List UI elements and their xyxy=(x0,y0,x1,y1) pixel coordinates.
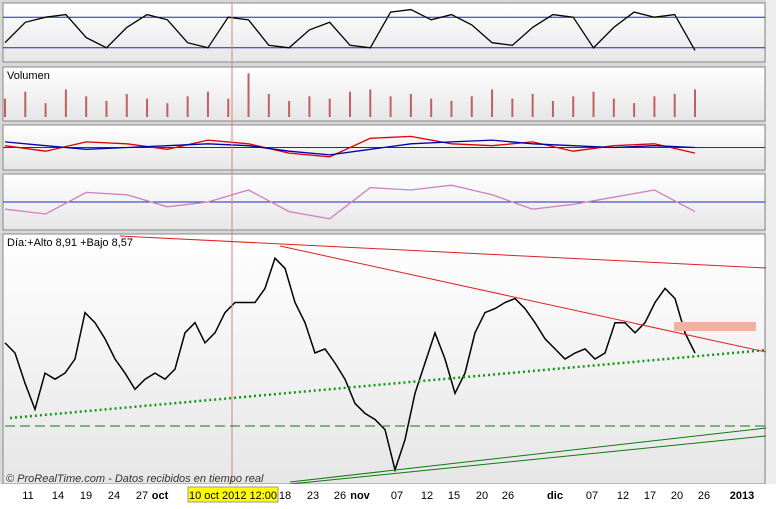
volume-bar xyxy=(592,91,595,117)
volume-bar xyxy=(44,103,47,117)
volume-bar xyxy=(450,100,453,117)
x-tick-label: dic xyxy=(547,490,563,502)
volume-bar xyxy=(673,94,676,117)
panel xyxy=(2,2,766,63)
volume-bar xyxy=(531,94,534,117)
x-tick-label: 15 xyxy=(448,490,460,502)
x-tick-label: 2013 xyxy=(730,490,754,502)
x-tick-label: 10 oct 2012 12:00 xyxy=(189,490,277,502)
volume-bar xyxy=(349,91,351,117)
x-tick-label: oct xyxy=(152,490,169,502)
volume-bar xyxy=(227,98,230,117)
x-tick-label: 23 xyxy=(307,490,319,502)
channel-line xyxy=(289,435,767,485)
x-tick-label: 20 xyxy=(476,490,488,502)
volume-bar xyxy=(288,100,291,117)
x-tick-label: 18 xyxy=(279,490,291,502)
x-tick-label: 12 xyxy=(421,490,433,502)
volume-bar xyxy=(572,96,575,117)
volume-bar xyxy=(4,98,6,117)
volume-bar xyxy=(328,98,331,117)
cursor-label-bg xyxy=(187,486,279,503)
x-tick-label: 17 xyxy=(644,490,656,502)
volume-bar xyxy=(470,96,473,117)
volume-bar xyxy=(166,103,169,117)
trend-line xyxy=(119,235,767,269)
x-tick-label: 11 xyxy=(22,490,33,502)
x-tick-label: 07 xyxy=(586,490,598,502)
x-tick-label: 26 xyxy=(502,490,514,502)
volume-bar xyxy=(389,96,392,117)
volume-bar xyxy=(267,94,270,117)
volume-bar xyxy=(247,73,250,117)
x-tick-label: nov xyxy=(350,490,370,502)
zone xyxy=(674,322,756,331)
volume-bar xyxy=(64,89,67,117)
volume-bar xyxy=(206,91,209,117)
x-tick-label: 27 xyxy=(136,490,148,502)
x-tick-label: 24 xyxy=(108,490,120,502)
x-tick-label: 07 xyxy=(391,490,403,502)
volume-bar xyxy=(186,96,189,117)
series-line xyxy=(4,8,696,51)
footer: © ProRealTime.com - Datos recibidos en t… xyxy=(6,473,264,485)
series-line xyxy=(4,139,696,156)
volume-bar xyxy=(694,89,696,117)
volume-bar xyxy=(24,91,27,117)
panel xyxy=(2,233,766,485)
x-tick-label: 26 xyxy=(334,490,346,502)
panel-title: Día:+Alto 8,91 +Bajo 8,57 xyxy=(7,237,133,249)
volume-bar xyxy=(105,100,108,117)
volume-bar xyxy=(146,98,149,117)
channel-line xyxy=(289,427,767,483)
x-tick-label: 26 xyxy=(698,490,710,502)
volume-bar xyxy=(633,103,636,117)
volume-bar xyxy=(430,98,433,117)
panel xyxy=(2,66,766,122)
volume-bar xyxy=(85,96,88,117)
volume-bar xyxy=(369,89,372,117)
x-tick-label: 14 xyxy=(52,490,64,502)
trend-line xyxy=(279,245,767,353)
panel-title: Volumen xyxy=(7,70,50,82)
volume-bar xyxy=(308,96,311,117)
x-tick-label: 19 xyxy=(80,490,92,502)
x-tick-label: 12 xyxy=(617,490,629,502)
right-strip xyxy=(766,0,776,484)
volume-bar xyxy=(551,100,554,117)
series-line xyxy=(4,184,696,220)
series-line xyxy=(4,135,696,158)
support-line xyxy=(9,348,767,420)
volume-bar xyxy=(612,98,615,117)
volume-bar xyxy=(491,89,494,117)
volume-bar xyxy=(653,96,656,117)
volume-bar xyxy=(409,94,412,117)
series-line xyxy=(4,256,696,473)
x-tick-label: 20 xyxy=(671,490,683,502)
volume-bar xyxy=(125,94,128,117)
volume-bar xyxy=(511,98,514,117)
